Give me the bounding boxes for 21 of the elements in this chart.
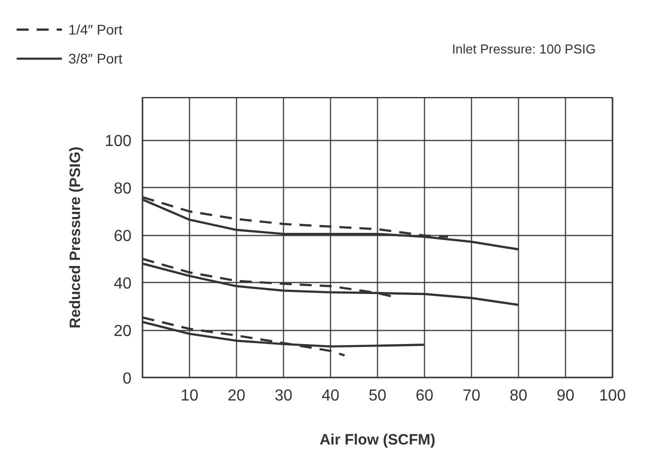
x-tick-label: 70 xyxy=(462,388,480,404)
x-tick-label: 80 xyxy=(510,388,528,404)
legend-label: 1/4″ Port xyxy=(68,22,123,38)
y-tick-label: 0 xyxy=(122,370,132,388)
x-tick-label: 20 xyxy=(228,388,246,404)
y-tick-label: 40 xyxy=(114,276,132,293)
text: Inlet Pressure: 100 PSIG xyxy=(452,42,596,56)
y-tick-label: 100 xyxy=(104,133,132,150)
x-tick-label: 10 xyxy=(180,388,198,404)
x-tick-label: 100 xyxy=(599,388,626,404)
y-tick-label: 80 xyxy=(114,180,132,198)
y-tick-label: 20 xyxy=(114,323,132,340)
x-tick-label: 30 xyxy=(274,388,292,404)
legend-label: 3/8″ Port xyxy=(68,50,123,67)
y-axis-title: Reduced Pressure (PSIG) xyxy=(66,146,84,328)
x-tick-label: 50 xyxy=(368,388,386,404)
x-tick-label: 40 xyxy=(322,388,340,404)
x-axis-title: Air Flow (SCFM) xyxy=(320,432,436,448)
y-tick-label: 60 xyxy=(114,228,132,246)
x-tick-label: 90 xyxy=(556,388,574,404)
x-tick-label: 60 xyxy=(416,388,434,404)
